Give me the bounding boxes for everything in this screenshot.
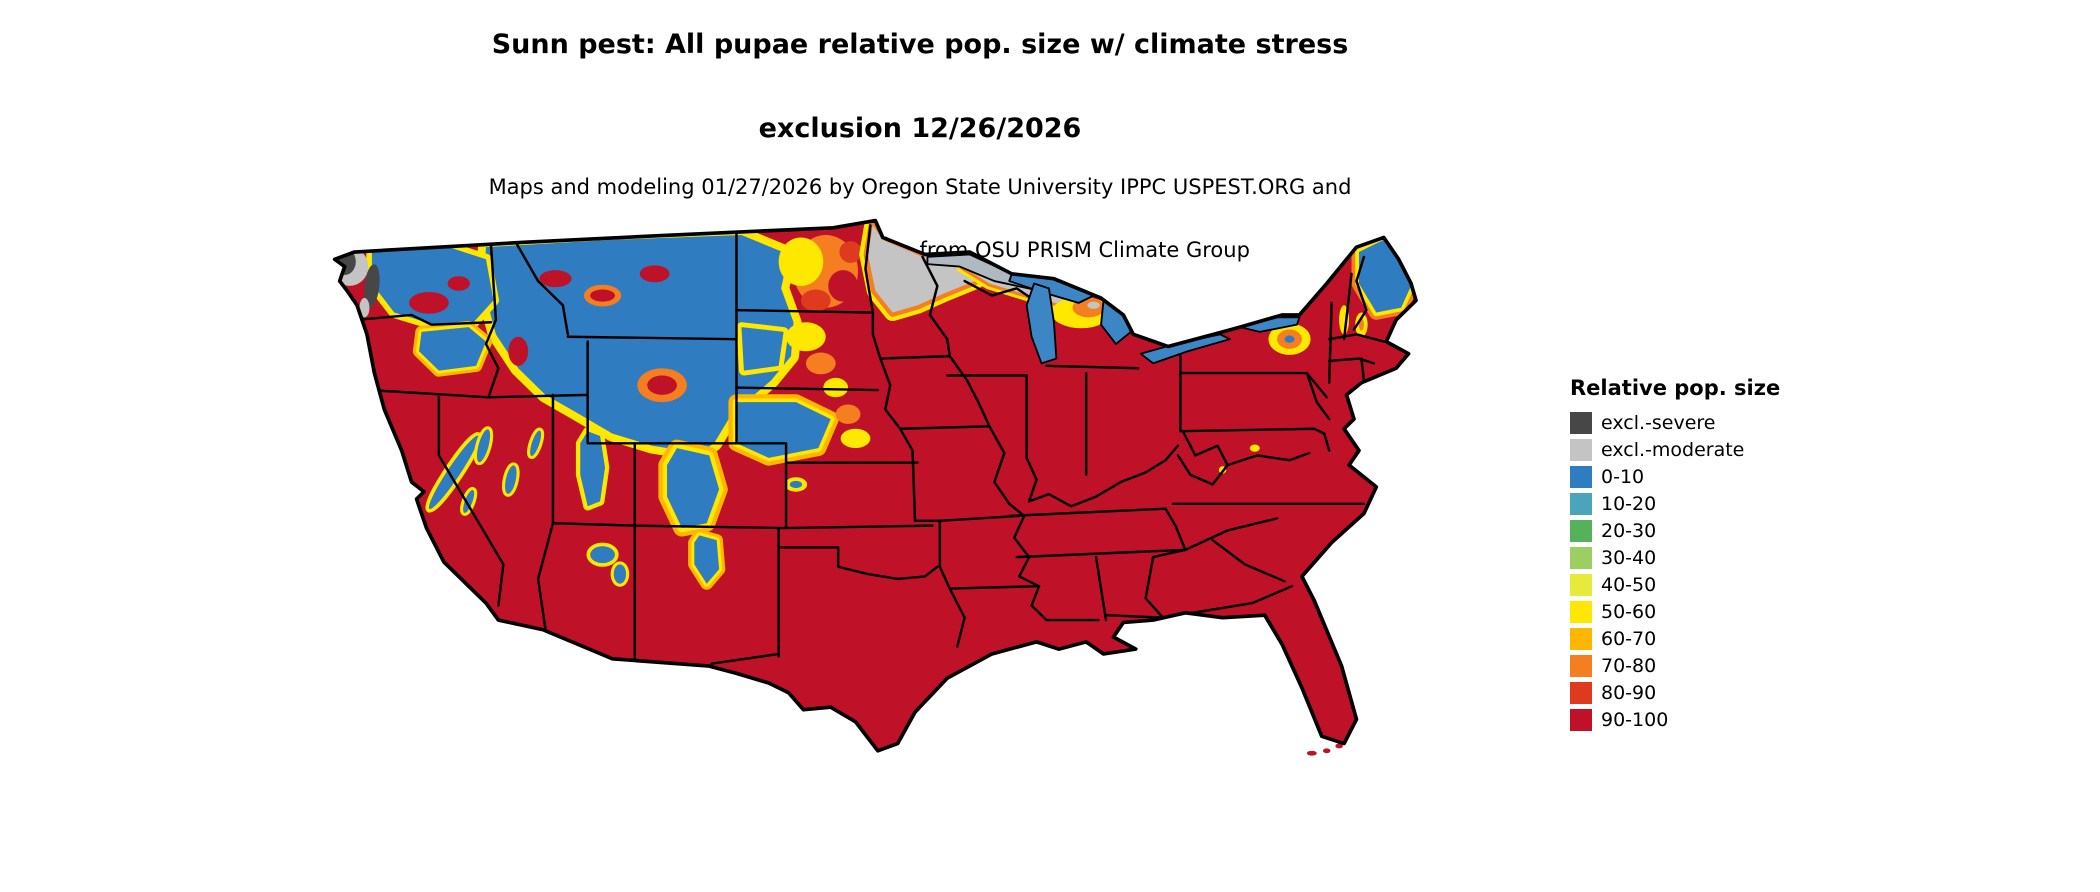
map-speck bbox=[1323, 748, 1331, 754]
legend-item: 30-40 bbox=[1570, 545, 1780, 571]
blue-mountains-region bbox=[419, 327, 486, 371]
az-patch bbox=[590, 546, 615, 564]
interior-warm-patches bbox=[409, 265, 687, 403]
map-body bbox=[334, 220, 1416, 751]
legend-swatch bbox=[1570, 493, 1592, 515]
legend-swatch bbox=[1570, 520, 1592, 542]
map-speck bbox=[828, 270, 858, 302]
title-line-2: exclusion 12/26/2026 bbox=[758, 112, 1082, 144]
legend-label: 40-50 bbox=[1601, 573, 1657, 596]
legend-swatch bbox=[1570, 601, 1592, 623]
legend-item: 10-20 bbox=[1570, 491, 1780, 517]
map-speck bbox=[508, 336, 529, 366]
legend-swatch bbox=[1570, 628, 1592, 650]
legend-swatch bbox=[1570, 466, 1592, 488]
new-mexico-mountains-region bbox=[694, 535, 719, 583]
map-speck bbox=[835, 404, 861, 424]
legend-label: 20-30 bbox=[1601, 519, 1657, 542]
legend-item: 90-100 bbox=[1570, 707, 1780, 733]
legend-label: 10-20 bbox=[1601, 492, 1657, 515]
map-speck bbox=[409, 291, 449, 314]
upper-midwest-exclusion-region bbox=[868, 225, 1111, 329]
map-speck bbox=[590, 289, 615, 302]
legend-title: Relative pop. size bbox=[1570, 376, 1781, 400]
legend-item: excl.-moderate bbox=[1570, 437, 1780, 463]
az-patch bbox=[613, 564, 627, 584]
legend-swatch bbox=[1570, 439, 1592, 461]
legend-swatch bbox=[1570, 574, 1592, 596]
map-speck bbox=[447, 276, 470, 291]
northern-michigan-gray-dot bbox=[1087, 301, 1100, 309]
map-speck bbox=[1306, 750, 1317, 756]
legend-item: 70-80 bbox=[1570, 653, 1780, 679]
black-hills-core bbox=[741, 327, 784, 371]
cascades-moderate-exclusion bbox=[359, 298, 370, 318]
map-speck bbox=[789, 480, 803, 489]
legend-label: 0-10 bbox=[1601, 465, 1645, 488]
map-speck bbox=[778, 237, 824, 286]
state-borders-west bbox=[355, 229, 788, 661]
legend-item: 60-70 bbox=[1570, 626, 1780, 652]
map-speck bbox=[800, 289, 831, 312]
title-line-1: Sunn pest: All pupae relative pop. size … bbox=[491, 29, 1349, 60]
map-speck bbox=[639, 265, 670, 283]
legend-label: 70-80 bbox=[1601, 654, 1657, 677]
adirondacks-core bbox=[1284, 335, 1295, 343]
northeast-region bbox=[1218, 240, 1411, 474]
sandhills-region bbox=[736, 402, 830, 458]
legend-label: 30-40 bbox=[1601, 546, 1657, 569]
legend-item: excl.-severe bbox=[1570, 410, 1780, 436]
legend-swatch bbox=[1570, 655, 1592, 677]
state-borders-midwest bbox=[864, 224, 1294, 622]
legend-swatch bbox=[1570, 412, 1592, 434]
colorado-rockies-region bbox=[667, 448, 719, 528]
legend-item: 20-30 bbox=[1570, 518, 1780, 544]
map-speck bbox=[539, 270, 572, 288]
page-title: Sunn pest: All pupae relative pop. size … bbox=[0, 24, 1840, 150]
us-map bbox=[332, 218, 1418, 756]
map-speck bbox=[823, 377, 849, 398]
legend-item: 0-10 bbox=[1570, 464, 1780, 490]
map-speck bbox=[1335, 743, 1343, 749]
map-speck bbox=[786, 322, 826, 352]
map-speck bbox=[839, 241, 862, 263]
legend-swatch bbox=[1570, 709, 1592, 731]
dakota-transition-zone bbox=[778, 235, 871, 492]
map-speck bbox=[840, 428, 871, 449]
map-speck bbox=[1249, 444, 1260, 452]
map-speck bbox=[647, 375, 677, 395]
legend-swatch bbox=[1570, 547, 1592, 569]
legend-item: 50-60 bbox=[1570, 599, 1780, 625]
florida-keys bbox=[1306, 743, 1343, 756]
legend-label: excl.-moderate bbox=[1601, 438, 1745, 461]
legend: Relative pop. size excl.-severe excl.-mod… bbox=[1570, 376, 1780, 734]
map-speck bbox=[805, 352, 836, 375]
legend-item: 80-90 bbox=[1570, 680, 1780, 706]
black-hills-region bbox=[741, 327, 783, 371]
state-borders-east bbox=[1151, 255, 1385, 583]
legend-item: 40-50 bbox=[1570, 572, 1780, 598]
legend-label: 90-100 bbox=[1601, 708, 1669, 731]
legend-label: excl.-severe bbox=[1601, 411, 1716, 434]
legend-swatch bbox=[1570, 682, 1592, 704]
state-borders-plains bbox=[710, 308, 966, 665]
subtitle-line-1: Maps and modeling 01/27/2026 by Oregon S… bbox=[488, 174, 1352, 199]
legend-label: 50-60 bbox=[1601, 600, 1657, 623]
cascades-severe-exclusion bbox=[364, 264, 380, 308]
state-borders bbox=[355, 224, 1385, 665]
us-map-container bbox=[300, 206, 1540, 884]
legend-label: 60-70 bbox=[1601, 627, 1657, 650]
legend-items: excl.-severe excl.-moderate 0-10 10-20 20-30… bbox=[1570, 410, 1780, 733]
legend-label: 80-90 bbox=[1601, 681, 1657, 704]
